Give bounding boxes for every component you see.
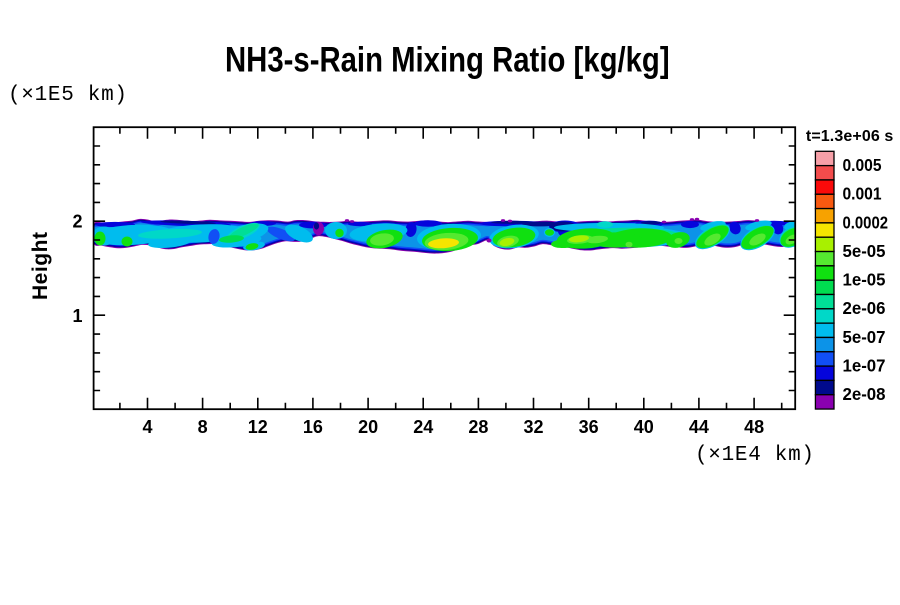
svg-text:t=1.3e+06 s: t=1.3e+06 s: [806, 128, 893, 145]
svg-text:28: 28: [468, 417, 488, 437]
svg-text:40: 40: [634, 417, 654, 437]
svg-text:12: 12: [248, 417, 268, 437]
svg-text:36: 36: [579, 417, 599, 437]
svg-text:1: 1: [72, 306, 82, 326]
svg-text:1e-07: 1e-07: [843, 356, 886, 376]
svg-text:8: 8: [198, 417, 208, 437]
svg-text:32: 32: [523, 417, 543, 437]
svg-text:24: 24: [413, 417, 433, 437]
svg-text:2e-08: 2e-08: [843, 384, 886, 404]
svg-text:0.005: 0.005: [843, 155, 882, 175]
svg-text:Height: Height: [29, 232, 52, 300]
svg-text:48: 48: [744, 417, 764, 437]
svg-text:0.0002: 0.0002: [843, 212, 889, 232]
svg-text:44: 44: [689, 417, 709, 437]
svg-text:(×1E4 km): (×1E4 km): [695, 444, 814, 467]
svg-text:1e-05: 1e-05: [843, 270, 886, 290]
svg-text:20: 20: [358, 417, 378, 437]
svg-text:NH3-s-Rain Mixing Ratio [kg/kg: NH3-s-Rain Mixing Ratio [kg/kg]: [225, 41, 670, 80]
svg-text:2e-06: 2e-06: [843, 298, 886, 318]
svg-text:2: 2: [72, 212, 82, 232]
svg-text:16: 16: [303, 417, 323, 437]
svg-text:4: 4: [142, 417, 152, 437]
svg-text:0.001: 0.001: [843, 184, 882, 204]
svg-text:(×1E5 km): (×1E5 km): [8, 84, 127, 107]
svg-text:5e-05: 5e-05: [843, 241, 886, 261]
svg-text:5e-07: 5e-07: [843, 327, 886, 347]
